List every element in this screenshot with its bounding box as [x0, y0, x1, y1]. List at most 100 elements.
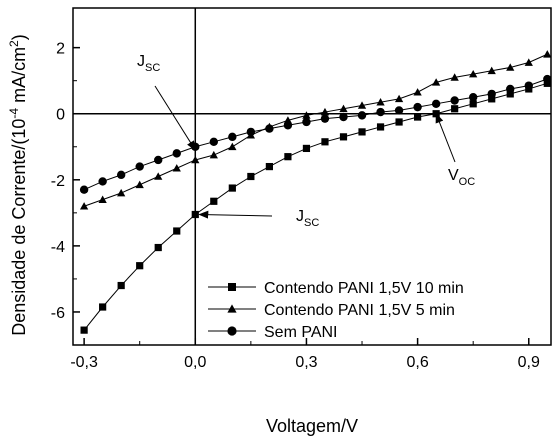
data-point	[469, 69, 478, 78]
voc-arrow	[435, 112, 456, 163]
data-point	[321, 138, 329, 146]
legend-item: Contendo PANI 1,5V 10 min	[208, 280, 464, 297]
data-point	[210, 197, 218, 205]
legend-marker	[227, 326, 237, 336]
jsc-bottom-label: JSC	[296, 208, 319, 229]
data-point	[228, 132, 237, 142]
data-point	[431, 99, 441, 109]
y-axis-label: Densidade de Corrente/(10-4 mA/cm2)	[7, 34, 29, 336]
data-point	[265, 162, 273, 171]
data-point	[339, 104, 348, 113]
data-point	[79, 185, 89, 194]
data-point	[191, 155, 200, 164]
legend-label: Sem PANI	[264, 324, 338, 341]
data-point	[116, 170, 126, 180]
data-point	[228, 142, 237, 151]
y-axis-label-main: Densidade de Corrente/(10	[9, 119, 29, 336]
data-point	[79, 202, 89, 210]
data-point	[320, 107, 330, 116]
data-point	[524, 58, 533, 66]
data-point	[283, 121, 293, 130]
data-point	[228, 184, 236, 192]
jsc-top-arrow	[154, 85, 196, 151]
data-point	[136, 262, 144, 270]
plot-frame	[72, 7, 552, 346]
data-point	[98, 195, 107, 203]
legend-label: Contendo PANI 1,5V 5 min	[264, 302, 455, 319]
legend-item: Sem PANI	[208, 324, 338, 341]
data-point	[395, 118, 403, 126]
y-tick-label: -6	[51, 305, 65, 322]
data-point	[358, 128, 366, 136]
data-point	[191, 210, 199, 219]
voc-label: VOC	[448, 167, 475, 188]
data-point	[265, 124, 274, 133]
legend-marker	[227, 304, 237, 313]
data-point	[154, 155, 163, 165]
data-point	[173, 227, 181, 235]
data-point	[524, 81, 533, 90]
x-tick-label: 0,0	[184, 354, 206, 371]
y-axis-label-close: )	[9, 34, 29, 40]
legend-marker	[228, 283, 236, 291]
data-point	[357, 101, 367, 109]
data-point	[506, 63, 515, 71]
data-point	[154, 172, 163, 180]
data-point	[543, 79, 551, 87]
data-point	[414, 113, 422, 121]
data-point	[376, 123, 385, 131]
data-point	[469, 100, 477, 108]
data-point	[172, 164, 181, 172]
y-tick-label: 2	[56, 41, 65, 58]
data-point	[543, 74, 551, 84]
series-line	[83, 53, 548, 207]
annotations: JSC JSC VOC	[137, 53, 475, 229]
y-tick-label: -2	[51, 173, 65, 190]
y-axis-label-unit: mA/cm	[9, 47, 29, 108]
data-point	[339, 133, 348, 141]
data-point	[413, 102, 422, 112]
data-point	[468, 93, 478, 102]
data-point	[117, 281, 125, 290]
data-point	[154, 243, 162, 252]
data-point	[302, 111, 311, 119]
x-axis-ticks: -0,3 0,0 0,3 0,6 0,9	[70, 338, 540, 371]
data-point	[394, 94, 404, 103]
data-point	[302, 144, 311, 153]
x-tick-label: -0,3	[70, 354, 98, 371]
data-point	[99, 303, 107, 311]
data-point	[451, 105, 459, 113]
series-line	[83, 78, 548, 191]
plot-area	[72, 7, 552, 346]
data-point	[98, 177, 107, 186]
series-layer	[79, 50, 551, 334]
legend: Contendo PANI 1,5V 10 min Contendo PANI 1…	[208, 280, 464, 341]
series-triangle	[79, 50, 551, 210]
y-axis-label-exponent: -4	[7, 108, 21, 119]
x-axis-label: Voltagem/V	[266, 416, 358, 436]
series-circle	[79, 74, 551, 194]
data-point	[394, 106, 404, 115]
data-point	[135, 162, 144, 171]
x-tick-label: 0,3	[295, 354, 317, 371]
jsc-top-label: JSC	[137, 53, 160, 74]
jsc-bottom-arrow	[198, 210, 273, 219]
x-tick-label: 0,6	[406, 354, 428, 371]
x-tick-label: 0,9	[518, 354, 540, 371]
data-point	[135, 180, 144, 189]
legend-label: Contendo PANI 1,5V 10 min	[264, 280, 464, 297]
data-point	[487, 66, 496, 75]
data-point	[376, 107, 385, 117]
y-tick-label: 0	[56, 107, 65, 124]
data-point	[376, 98, 385, 106]
data-point	[488, 95, 496, 103]
data-point	[450, 73, 459, 81]
data-point	[209, 137, 219, 147]
data-point	[450, 96, 459, 105]
data-point	[209, 150, 218, 159]
data-point	[320, 114, 330, 123]
data-point	[117, 188, 126, 197]
y-tick-label: -4	[51, 239, 65, 256]
data-point	[357, 111, 367, 120]
